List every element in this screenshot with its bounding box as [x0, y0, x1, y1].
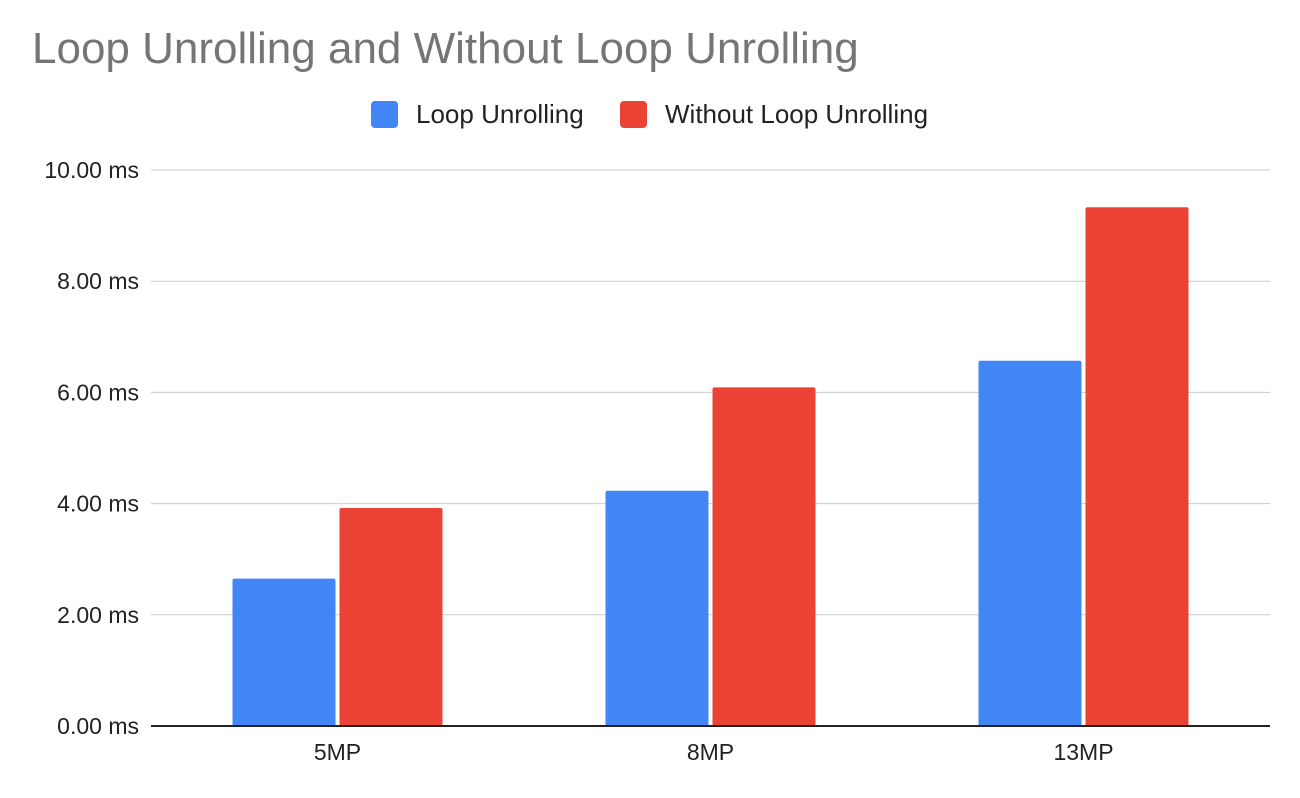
- bar: [339, 508, 443, 726]
- legend-swatch-loop-unrolling: [371, 100, 398, 128]
- chart-title: Loop Unrolling and Without Loop Unrollin…: [32, 24, 859, 73]
- bar: [605, 490, 709, 726]
- legend-item-without-loop-unrolling: Without Loop Unrolling: [620, 96, 928, 132]
- legend-item-loop-unrolling: Loop Unrolling: [371, 96, 584, 132]
- y-tick-label: 2.00 ms: [57, 602, 139, 628]
- bar: [978, 360, 1082, 726]
- bar: [232, 578, 336, 726]
- legend-label-loop-unrolling: Loop Unrolling: [416, 98, 584, 129]
- legend-swatch-without-loop-unrolling: [620, 100, 647, 128]
- y-tick-label: 0.00 ms: [57, 713, 139, 739]
- y-tick-label: 8.00 ms: [57, 268, 139, 294]
- x-tick-label: 13MP: [1053, 739, 1113, 765]
- legend-label-without-loop-unrolling: Without Loop Unrolling: [665, 98, 929, 129]
- bar: [712, 387, 816, 726]
- y-tick-label: 4.00 ms: [57, 491, 139, 517]
- x-tick-label: 5MP: [314, 739, 361, 765]
- legend: Loop Unrolling Without Loop Unrolling: [0, 96, 1300, 132]
- y-tick-label: 6.00 ms: [57, 379, 139, 405]
- bar: [1085, 207, 1189, 726]
- x-tick-label: 8MP: [687, 739, 734, 765]
- y-tick-label: 10.00 ms: [44, 157, 139, 183]
